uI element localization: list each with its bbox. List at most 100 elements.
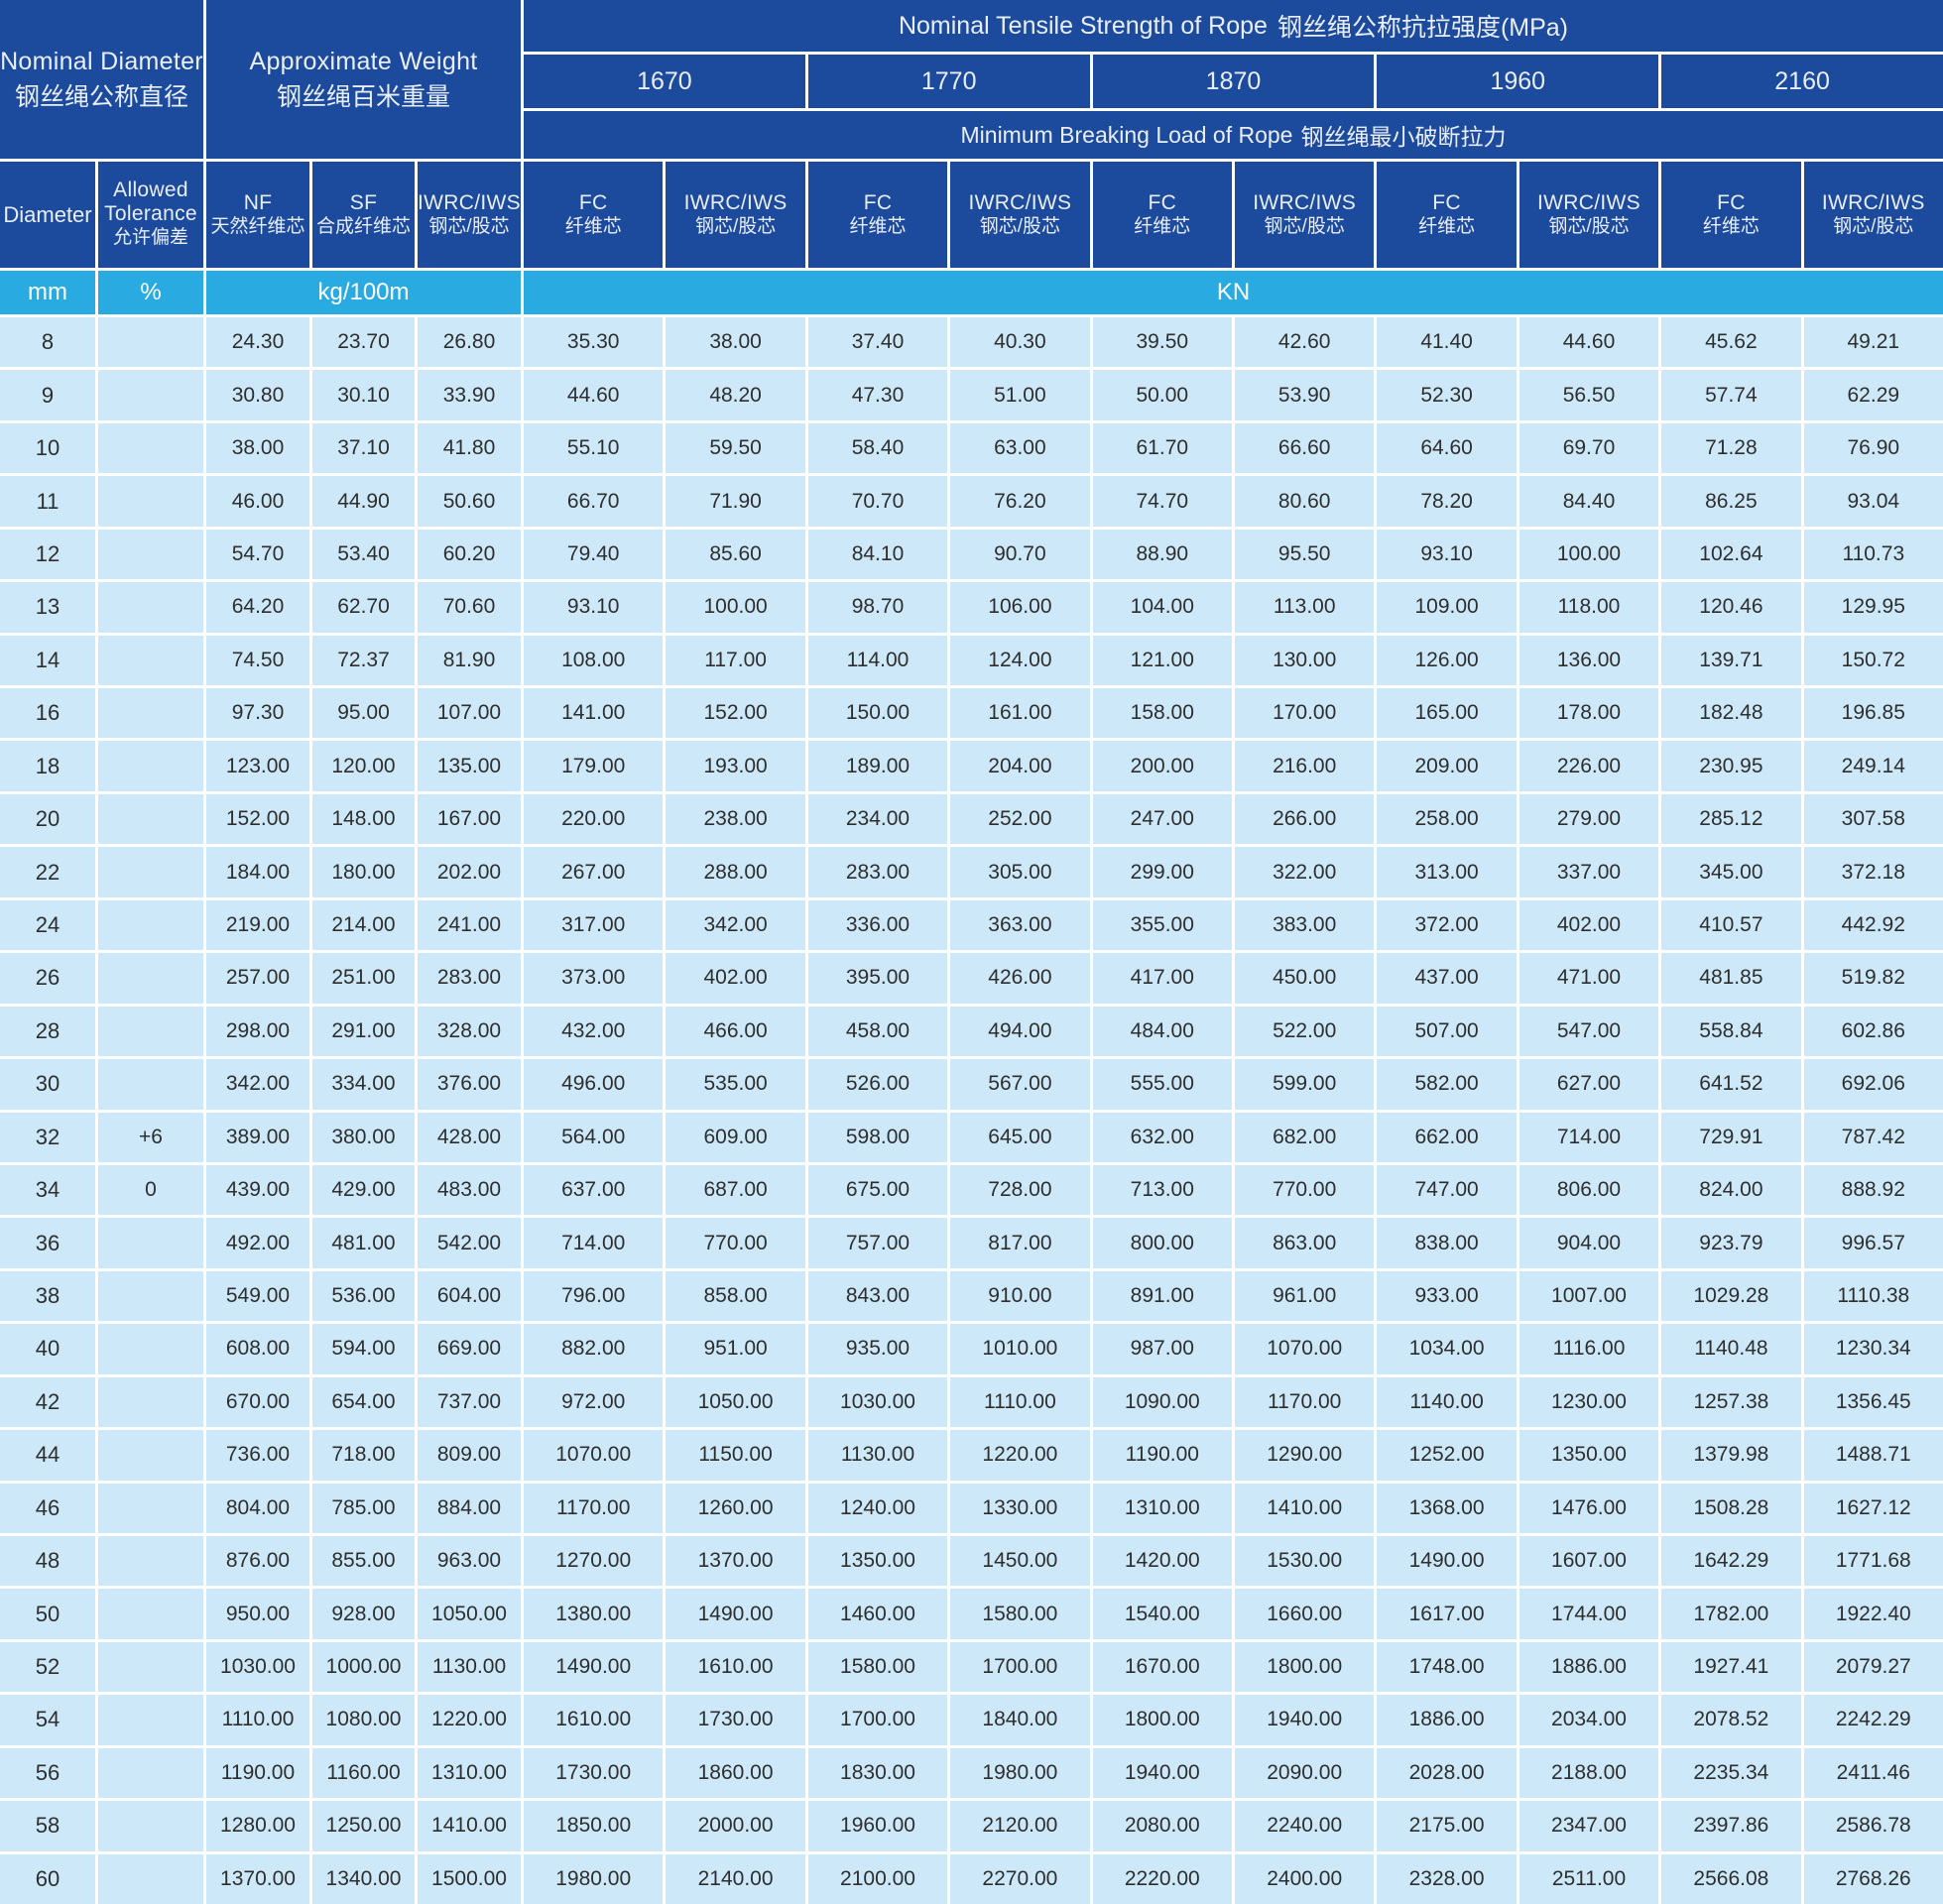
- value-cell: 785.00: [312, 1483, 415, 1533]
- value-cell: 1670.00: [1092, 1641, 1232, 1693]
- value-cell: 1170.00: [524, 1483, 664, 1533]
- value-cell: 1530.00: [1234, 1535, 1375, 1587]
- value-cell: 1960.00: [807, 1801, 948, 1851]
- value-cell: 1980.00: [950, 1747, 1090, 1799]
- value-cell: 410.57: [1661, 899, 1801, 951]
- diameter-cell: 38: [0, 1270, 95, 1322]
- value-cell: 542.00: [418, 1218, 521, 1268]
- value-cell: 809.00: [418, 1430, 521, 1481]
- value-cell: 1744.00: [1518, 1589, 1659, 1639]
- fc-column-label-en: FC: [1717, 190, 1746, 214]
- value-cell: 100.00: [666, 582, 805, 633]
- iwrc-column-label-zh: 钢芯/股芯: [1833, 215, 1914, 237]
- value-cell: 64.20: [206, 582, 309, 633]
- fc-column-label-en: FC: [578, 190, 608, 214]
- value-cell: 249.14: [1803, 741, 1943, 791]
- value-cell: 817.00: [950, 1218, 1090, 1268]
- value-cell: 1070.00: [524, 1430, 664, 1481]
- value-cell: 2028.00: [1377, 1747, 1517, 1799]
- value-cell: 337.00: [1518, 847, 1659, 897]
- tolerance-cell: [98, 1270, 203, 1322]
- tolerance-cell: [98, 1376, 203, 1428]
- value-cell: 950.00: [206, 1589, 309, 1639]
- strength-value-header: 2160: [1661, 55, 1943, 108]
- diameter-cell: 40: [0, 1324, 95, 1374]
- value-cell: 150.00: [807, 688, 948, 739]
- value-cell: 1090.00: [1092, 1376, 1232, 1428]
- value-cell: 428.00: [418, 1112, 521, 1162]
- value-cell: 1257.38: [1661, 1376, 1801, 1428]
- fc-column-header: FC 纤维芯: [807, 162, 948, 268]
- value-cell: 806.00: [1518, 1164, 1659, 1216]
- value-cell: 100.00: [1518, 529, 1659, 580]
- value-cell: 251.00: [312, 953, 415, 1004]
- value-cell: 209.00: [1377, 741, 1517, 791]
- value-cell: 2235.34: [1661, 1747, 1801, 1799]
- value-cell: 141.00: [524, 688, 664, 739]
- value-cell: 526.00: [807, 1059, 948, 1110]
- value-cell: 2566.08: [1661, 1853, 1801, 1904]
- diameter-cell: 10: [0, 422, 95, 474]
- value-cell: 2768.26: [1803, 1853, 1943, 1904]
- fc-column-label-zh: 纤维芯: [1418, 215, 1476, 237]
- diameter-cell: 20: [0, 793, 95, 845]
- unit-kg100m: kg/100m: [206, 271, 521, 314]
- value-cell: 1540.00: [1092, 1589, 1232, 1639]
- value-cell: 714.00: [524, 1218, 664, 1268]
- value-cell: 61.70: [1092, 422, 1232, 474]
- value-cell: 57.74: [1661, 370, 1801, 420]
- value-cell: 1860.00: [666, 1747, 805, 1799]
- value-cell: 654.00: [312, 1376, 415, 1428]
- value-cell: 1130.00: [418, 1641, 521, 1693]
- value-cell: 1030.00: [206, 1641, 309, 1693]
- value-cell: 252.00: [950, 793, 1090, 845]
- value-cell: 238.00: [666, 793, 805, 845]
- value-cell: 582.00: [1377, 1059, 1517, 1110]
- value-cell: 23.70: [312, 317, 415, 368]
- value-cell: 117.00: [666, 635, 805, 686]
- value-cell: 170.00: [1234, 688, 1375, 739]
- value-cell: 38.00: [666, 317, 805, 368]
- value-cell: 40.30: [950, 317, 1090, 368]
- value-cell: 42.60: [1234, 317, 1375, 368]
- value-cell: 1642.29: [1661, 1535, 1801, 1587]
- nominal-diameter-label-zh: 钢丝绳公称直径: [14, 83, 188, 111]
- value-cell: 888.92: [1803, 1164, 1943, 1216]
- iwrc-column-label-en: IWRC/IWS: [1537, 190, 1640, 214]
- value-cell: 1607.00: [1518, 1535, 1659, 1587]
- value-cell: 313.00: [1377, 847, 1517, 897]
- value-cell: 161.00: [950, 688, 1090, 739]
- value-cell: 1940.00: [1234, 1695, 1375, 1745]
- value-cell: 74.70: [1092, 476, 1232, 527]
- value-cell: 102.64: [1661, 529, 1801, 580]
- value-cell: 247.00: [1092, 793, 1232, 845]
- diameter-cell: 12: [0, 529, 95, 580]
- value-cell: 345.00: [1661, 847, 1801, 897]
- value-cell: 481.85: [1661, 953, 1801, 1004]
- value-cell: 38.00: [206, 422, 309, 474]
- diameter-cell: 22: [0, 847, 95, 897]
- value-cell: 55.10: [524, 422, 664, 474]
- diameter-column-label: Diameter: [3, 201, 92, 227]
- value-cell: 1260.00: [666, 1483, 805, 1533]
- value-cell: 747.00: [1377, 1164, 1517, 1216]
- value-cell: 1330.00: [950, 1483, 1090, 1533]
- approximate-weight-label-en: Approximate Weight: [249, 47, 478, 75]
- diameter-cell: 18: [0, 741, 95, 791]
- value-cell: 1580.00: [950, 1589, 1090, 1639]
- diameter-cell: 9: [0, 370, 95, 420]
- iwrc-column-header: IWRC/IWS 钢芯/股芯: [1803, 162, 1943, 268]
- value-cell: 234.00: [807, 793, 948, 845]
- value-cell: 37.10: [312, 422, 415, 474]
- iwrc-column-label-en: IWRC/IWS: [1253, 190, 1357, 214]
- iwrc-column-label-en: IWRC/IWS: [968, 190, 1072, 214]
- value-cell: 342.00: [666, 899, 805, 951]
- value-cell: 1007.00: [1518, 1270, 1659, 1322]
- value-cell: 307.58: [1803, 793, 1943, 845]
- value-cell: 2328.00: [1377, 1853, 1517, 1904]
- value-cell: 59.50: [666, 422, 805, 474]
- value-cell: 1290.00: [1234, 1430, 1375, 1481]
- value-cell: 687.00: [666, 1164, 805, 1216]
- value-cell: 63.00: [950, 422, 1090, 474]
- value-cell: 69.70: [1518, 422, 1659, 474]
